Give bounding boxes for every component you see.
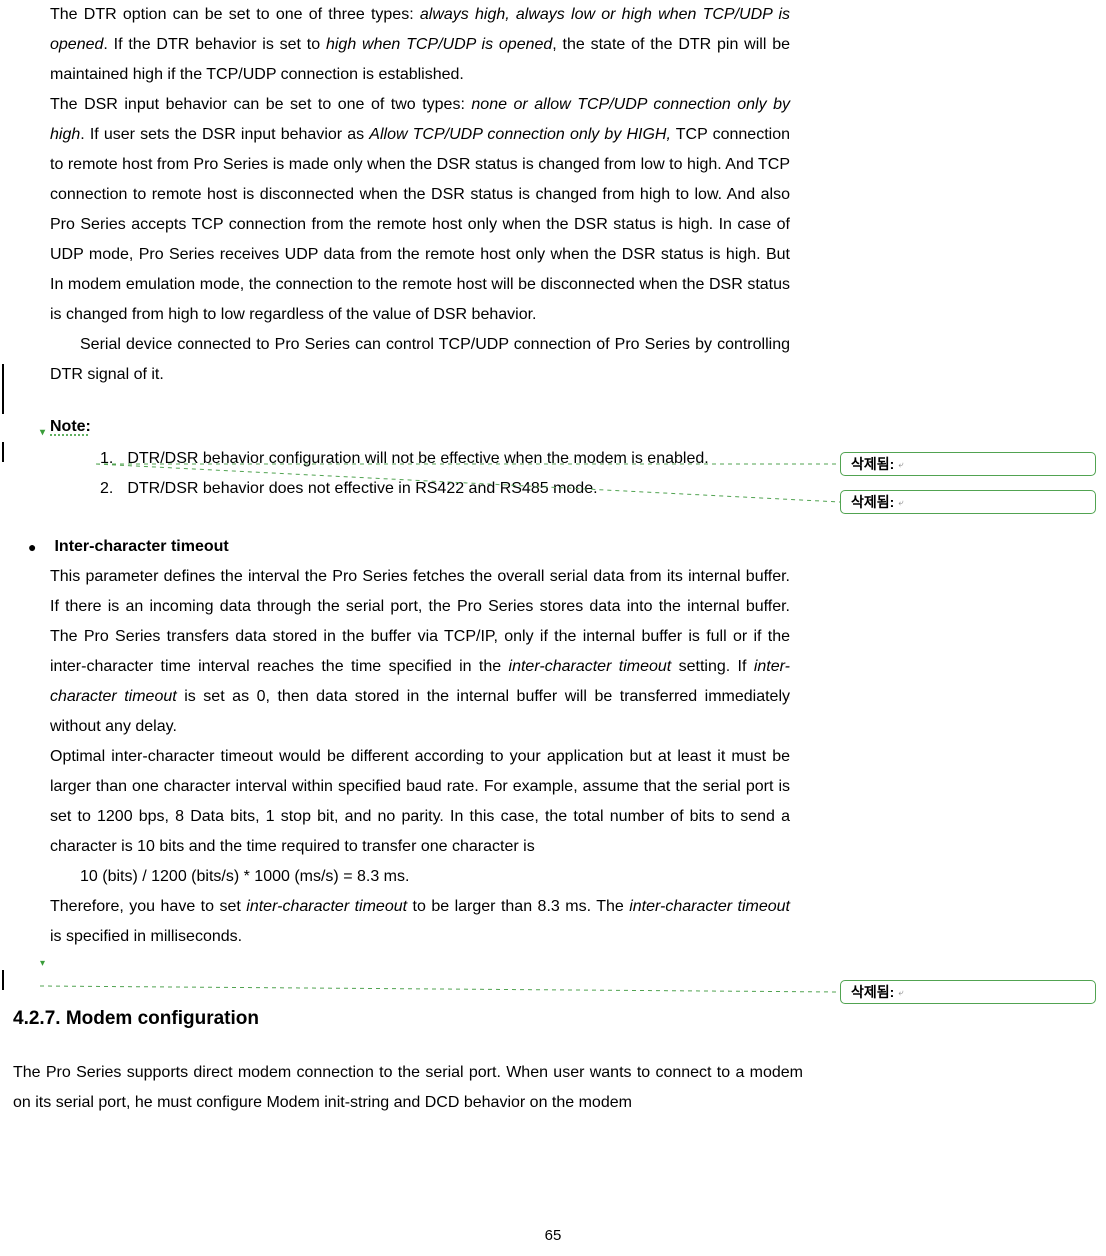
comment-balloon: 삭제됨: ⤶	[840, 980, 1096, 1004]
comment-tail-icon: ⤶	[898, 459, 903, 470]
comment-balloon: 삭제됨: ⤶	[840, 490, 1096, 514]
note-label: Note:	[50, 418, 91, 435]
comment-label: 삭제됨:	[851, 982, 894, 1002]
comment-connector	[40, 982, 840, 996]
insert-marker-icon: ▾	[40, 427, 45, 438]
inter-char-p1: This parameter defines the interval the …	[50, 562, 790, 742]
text-italic: inter-character timeout	[509, 658, 672, 675]
inter-char-calc: 10 (bits) / 1200 (bits/s) * 1000 (ms/s) …	[50, 862, 790, 892]
note-block: ▾ Note: 1. DTR/DSR behavior configuratio…	[50, 418, 790, 504]
text: to be larger than 8.3 ms. The	[407, 898, 629, 915]
revision-marker-row: ▾	[50, 956, 790, 974]
inter-char-heading: Inter-character timeout	[54, 532, 228, 562]
text-italic: inter-character timeout	[246, 898, 407, 915]
note-item-text: DTR/DSR behavior configuration will not …	[127, 444, 708, 474]
comment-label: 삭제됨:	[851, 454, 894, 474]
text: Therefore, you have to set	[50, 898, 246, 915]
inter-char-section: ● Inter-character timeout This parameter…	[50, 532, 790, 952]
paragraph-serial-device: Serial device connected to Pro Series ca…	[50, 330, 790, 390]
section-p1: The Pro Series supports direct modem con…	[13, 1058, 803, 1118]
paragraph-dtr: The DTR option can be set to one of thre…	[50, 0, 790, 90]
text-italic: high when TCP/UDP is opened	[326, 36, 552, 53]
comment-tail-icon: ⤶	[898, 497, 903, 508]
page-root: The DTR option can be set to one of thre…	[0, 0, 1106, 1256]
section-heading: 4.2.7. Modem configuration	[13, 1008, 803, 1030]
note-list: 1. DTR/DSR behavior configuration will n…	[100, 444, 790, 504]
paragraph-dsr: The DSR input behavior can be set to one…	[50, 90, 790, 330]
note-item: 2. DTR/DSR behavior does not effective i…	[100, 474, 790, 504]
text: . If the DTR behavior is set to	[103, 36, 326, 53]
revision-bar	[2, 364, 4, 414]
note-item-num: 2.	[100, 474, 113, 504]
comment-balloon: 삭제됨: ⤶	[840, 452, 1096, 476]
full-width-column: 4.2.7. Modem configuration The Pro Serie…	[13, 1008, 803, 1118]
insert-marker-icon: ▾	[40, 958, 45, 969]
text: . If user sets the DSR input behavior as	[80, 126, 369, 143]
note-item-text: DTR/DSR behavior does not effective in R…	[127, 474, 597, 504]
page-number: 65	[0, 1227, 1106, 1244]
comment-tail-icon: ⤶	[898, 987, 903, 998]
text: TCP connection to remote host from Pro S…	[50, 126, 790, 323]
revision-bar	[2, 442, 4, 462]
text-italic: inter-character timeout	[629, 898, 790, 915]
inter-char-p3: Therefore, you have to set inter-charact…	[50, 892, 790, 952]
bullet-heading-row: ● Inter-character timeout	[28, 532, 790, 562]
text: is specified in milliseconds.	[50, 928, 242, 945]
text: The DTR option can be set to one of thre…	[50, 6, 420, 23]
revision-bar	[2, 970, 4, 990]
note-heading: ▾ Note:	[50, 418, 91, 436]
note-item: 1. DTR/DSR behavior configuration will n…	[100, 444, 790, 474]
bullet-icon: ●	[28, 532, 36, 562]
inter-char-p2: Optimal inter-character timeout would be…	[50, 742, 790, 862]
text-italic: Allow TCP/UDP connection only by HIGH,	[369, 126, 671, 143]
note-item-num: 1.	[100, 444, 113, 474]
text: setting. If	[671, 658, 754, 675]
text: The DSR input behavior can be set to one…	[50, 96, 471, 113]
comment-label: 삭제됨:	[851, 492, 894, 512]
content-column: The DTR option can be set to one of thre…	[50, 0, 790, 974]
